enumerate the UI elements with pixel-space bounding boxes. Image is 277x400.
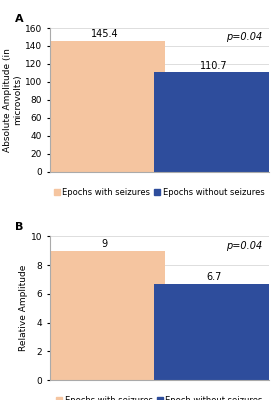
Bar — [154, 72, 274, 172]
Text: 9: 9 — [101, 239, 108, 249]
Text: B: B — [15, 222, 23, 232]
Bar — [44, 251, 165, 380]
Legend: Epochs with seizures, Epoch without seizures: Epochs with seizures, Epoch without seiz… — [53, 393, 266, 400]
Text: p=0.04: p=0.04 — [226, 32, 262, 42]
Y-axis label: Relative Amplitude: Relative Amplitude — [19, 265, 28, 351]
Text: A: A — [15, 14, 24, 24]
Text: 145.4: 145.4 — [91, 29, 118, 39]
Text: 6.7: 6.7 — [206, 272, 222, 282]
Legend: Epochs with seizures, Epochs without seizures: Epochs with seizures, Epochs without sei… — [51, 184, 268, 200]
Text: p=0.04: p=0.04 — [226, 241, 262, 251]
Bar — [44, 41, 165, 172]
Text: 110.7: 110.7 — [200, 60, 228, 70]
Bar — [154, 284, 274, 380]
Y-axis label: Absolute Amplitude (in
microvolts): Absolute Amplitude (in microvolts) — [3, 48, 22, 152]
